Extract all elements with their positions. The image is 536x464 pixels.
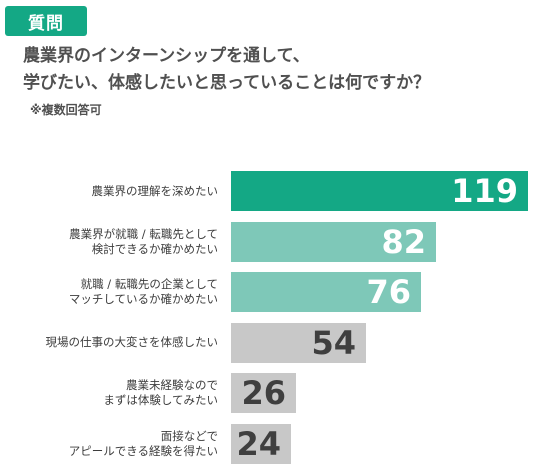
multiple-answer-note: ※複数回答可: [30, 103, 102, 117]
category-label-line: アピールできる経験を得たい: [68, 443, 218, 458]
question-text: 農業界のインターンシップを通して、 学びたい、体感したいと思っていることは何です…: [23, 43, 528, 97]
category-label-line: 現場の仕事の大変さを体感したい: [45, 335, 219, 349]
category-label-line: マッチしているか確かめたい: [68, 292, 218, 306]
category-label-1: 農業界の理解を深めたい: [0, 171, 219, 211]
category-label-line: 検討できるか確かめたい: [91, 241, 218, 256]
bar-value-2: 82: [381, 222, 426, 261]
bar-value-5: 26: [241, 374, 286, 412]
category-label-2: 農業界が就職 / 転職先として 検討できるか確かめたい: [0, 222, 218, 262]
bar-value-3: 76: [366, 273, 411, 311]
question-line-2: 学びたい、体感したいと思っていることは何ですか？: [23, 73, 431, 93]
category-label-5: 農業未経験なので まずは体験してみたい: [0, 373, 218, 413]
bar-3: [231, 272, 421, 312]
category-label-line: 農業界の理解を深めたい: [91, 183, 219, 198]
bar-value-4: 54: [311, 323, 356, 362]
category-label-line: まずは体験してみたい: [103, 393, 218, 407]
category-label-6: 面接などで アピールできる経験を得たい: [0, 424, 218, 464]
bar-1: [231, 171, 528, 211]
question-line-1: 農業界のインターンシップを通して、: [23, 46, 310, 66]
bar-2: [231, 221, 436, 262]
category-label-3: 就職 / 転職先の企業として マッチしているか確かめたい: [0, 272, 218, 312]
category-label-line: 就職 / 転職先の企業として: [80, 277, 218, 291]
bar-4: [231, 322, 366, 363]
bar-6: [231, 423, 291, 464]
bar-value-6: 24: [236, 424, 281, 463]
category-label-line: 農業未経験なので: [126, 378, 218, 392]
category-label-line: 面接などで: [160, 428, 218, 443]
bar-5: [231, 373, 296, 413]
category-label-4: 現場の仕事の大変さを体感したい: [0, 323, 219, 363]
category-label-line: 農業界が就職 / 転職先として: [69, 226, 218, 241]
question-badge: 質問: [5, 6, 87, 36]
bar-value-1: 119: [451, 172, 518, 210]
